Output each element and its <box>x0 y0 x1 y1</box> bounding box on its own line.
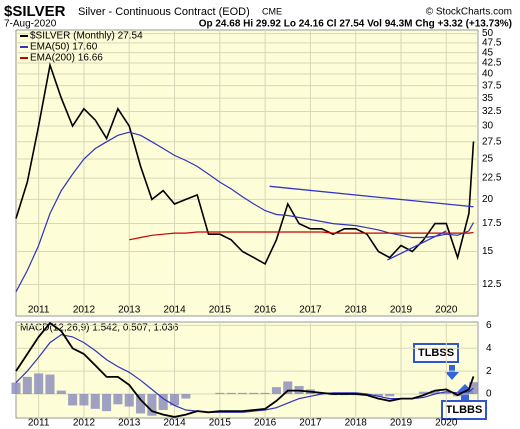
histogram-bar <box>56 390 66 394</box>
x-tick-label: 2020 <box>435 305 458 316</box>
x-tick-label: 2018 <box>345 305 368 316</box>
x-tick-label: 2012 <box>73 305 96 316</box>
x-tick-label: 2014 <box>163 305 186 316</box>
trendline <box>387 230 447 261</box>
x-tick-label: 2015 <box>209 418 232 429</box>
y-tick-label: 47.5 <box>482 38 502 49</box>
histogram-bar <box>260 392 270 394</box>
exchange: CME <box>262 6 282 16</box>
x-tick-label: 2011 <box>28 418 50 429</box>
y-tick-label: 0 <box>486 389 492 400</box>
chart-subtitle: Silver - Continuous Contract (EOD) <box>78 6 250 18</box>
histogram-bar <box>45 374 55 394</box>
histogram-bar <box>147 394 157 416</box>
x-tick-label: 2019 <box>390 418 413 429</box>
y-tick-label: 27.5 <box>482 136 502 147</box>
y-tick-label: 50 <box>482 28 494 39</box>
histogram-bar <box>468 382 478 394</box>
x-tick-label: 2019 <box>390 305 413 316</box>
histogram-bar <box>226 392 236 394</box>
macd-label: MACD(12,26,9) 1.542, 0.507, 1.036 <box>20 323 179 334</box>
histogram-bar <box>385 394 395 397</box>
x-tick-label: 2013 <box>118 305 141 316</box>
y-tick-label: 6 <box>486 320 492 331</box>
y-tick-label: 30 <box>482 121 494 132</box>
histogram-bar <box>124 394 134 407</box>
histogram-bar <box>249 392 259 394</box>
series-line <box>15 131 475 293</box>
histogram-bar <box>181 394 191 399</box>
histogram-bar <box>11 382 21 394</box>
chart-title: $SILVER <box>4 3 66 20</box>
x-tick-label: 2015 <box>209 305 232 316</box>
x-tick-label: 2014 <box>163 418 186 429</box>
histogram-bar <box>271 387 281 394</box>
x-tick-label: 2016 <box>254 305 277 316</box>
quote: Op 24.68 Hi 29.92 Lo 24.16 Cl 27.54 Vol … <box>199 19 512 30</box>
x-tick-label: 2017 <box>299 305 322 316</box>
y-tick-label: 22.5 <box>482 173 502 184</box>
source: © StockCharts.com <box>426 7 512 18</box>
y-tick-label: 40 <box>482 69 494 80</box>
histogram-bar <box>102 394 112 412</box>
x-tick-label: 2013 <box>118 418 141 429</box>
x-tick-label: 2017 <box>299 418 322 429</box>
annotation: TLBBS <box>446 404 483 416</box>
y-tick-label: 15 <box>482 246 494 257</box>
histogram-bar <box>22 376 32 394</box>
histogram-bar <box>373 394 383 397</box>
series-line <box>129 231 474 241</box>
x-tick-label: 2012 <box>73 418 96 429</box>
y-tick-label: 42.5 <box>482 58 502 69</box>
histogram-bar <box>283 381 293 394</box>
series-line <box>15 61 475 266</box>
y-tick-label: 4 <box>486 343 492 354</box>
trendline <box>269 185 474 208</box>
histogram-bar <box>170 394 180 406</box>
histogram-bar <box>158 394 168 410</box>
y-tick-label: 2 <box>486 366 492 377</box>
histogram-bar <box>441 391 451 394</box>
histogram-bar <box>215 392 225 394</box>
histogram-bar <box>430 390 440 394</box>
price-panel <box>15 29 479 317</box>
x-tick-label: 2018 <box>345 418 368 429</box>
y-tick-label: 32.5 <box>482 106 502 117</box>
histogram-bar <box>34 373 44 394</box>
annotation: TLBSS <box>418 347 454 359</box>
y-tick-label: 35 <box>482 93 494 104</box>
legend-label: EMA(50) 17.60 <box>30 42 98 53</box>
annotation-box <box>441 400 487 420</box>
x-tick-label: 2016 <box>254 418 277 429</box>
x-tick-label: 2011 <box>28 305 50 316</box>
arrow <box>445 365 459 380</box>
y-tick-label: 12.5 <box>482 279 502 290</box>
histogram-bar <box>90 394 100 409</box>
legend-label: EMA(200) 16.66 <box>30 53 103 64</box>
y-tick-label: 45 <box>482 47 494 58</box>
y-tick-label: 17.5 <box>482 218 502 229</box>
y-tick-label: 25 <box>482 154 494 165</box>
legend-label: $SILVER (Monthly) 27.54 <box>30 31 143 42</box>
histogram-bar <box>136 394 146 414</box>
x-tick-label: 2020 <box>435 418 458 429</box>
macd-macd <box>15 321 475 418</box>
histogram-bar <box>68 394 78 406</box>
y-tick-label: 37.5 <box>482 80 502 91</box>
histogram-bar <box>113 394 123 405</box>
histogram-bar <box>237 392 247 394</box>
y-tick-label: 20 <box>482 194 494 205</box>
date: 7-Aug-2020 <box>4 19 57 30</box>
histogram-bar <box>419 391 429 394</box>
histogram-bar <box>79 394 89 406</box>
